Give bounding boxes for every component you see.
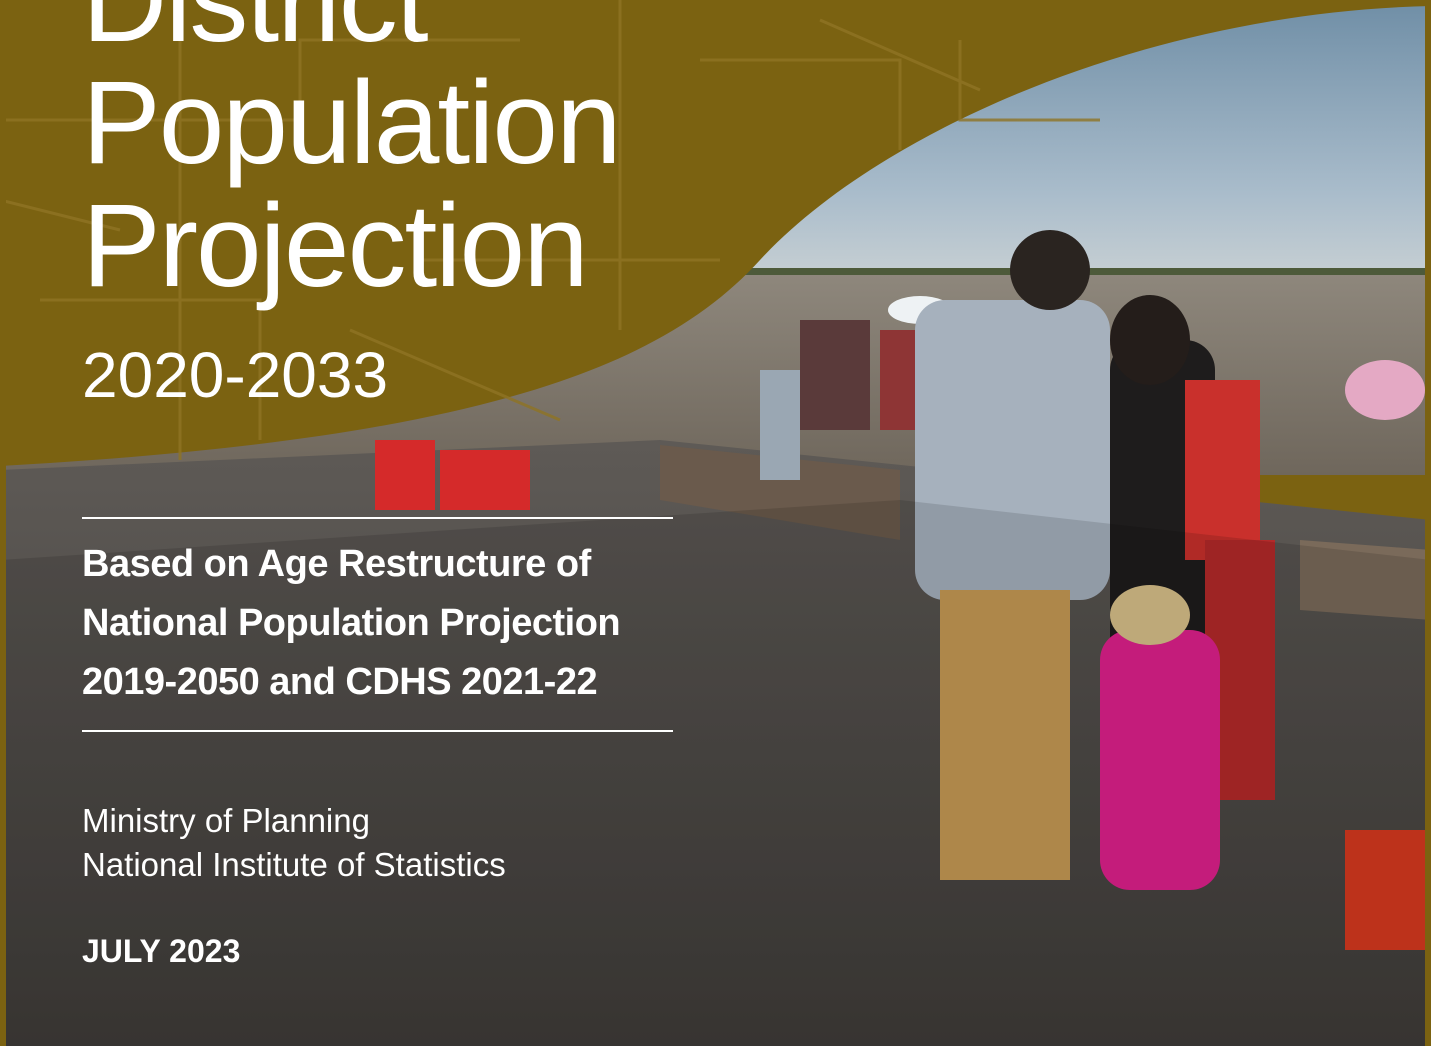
- title-years: 2020-2033: [82, 338, 388, 412]
- subtitle-line: 2019-2050 and CDHS 2021-22: [82, 661, 597, 704]
- publisher-line: National Institute of Statistics: [82, 846, 506, 884]
- title-line: Population: [82, 64, 620, 182]
- divider: [82, 730, 673, 732]
- subtitle-line: National Population Projection: [82, 602, 620, 645]
- publication-date: JULY 2023: [82, 933, 240, 970]
- subtitle-line: Based on Age Restructure of: [82, 543, 591, 586]
- title-line: District: [82, 0, 427, 60]
- page: {"title": {"lines": ["District", "Popula…: [0, 0, 1431, 1046]
- divider: [82, 517, 673, 519]
- title-line: Projection: [82, 187, 587, 305]
- publisher-line: Ministry of Planning: [82, 802, 370, 840]
